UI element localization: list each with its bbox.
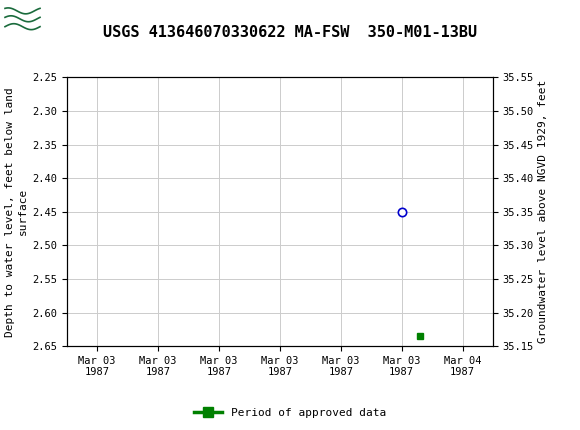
Text: USGS 413646070330622 MA-FSW  350-M01-13BU: USGS 413646070330622 MA-FSW 350-M01-13BU [103,25,477,40]
Bar [4,2,42,34]
Text: USGS: USGS [48,11,95,26]
Y-axis label: Groundwater level above NGVD 1929, feet: Groundwater level above NGVD 1929, feet [538,80,548,344]
Y-axis label: Depth to water level, feet below land
surface: Depth to water level, feet below land su… [5,87,28,337]
Legend: Period of approved data: Period of approved data [190,403,390,422]
